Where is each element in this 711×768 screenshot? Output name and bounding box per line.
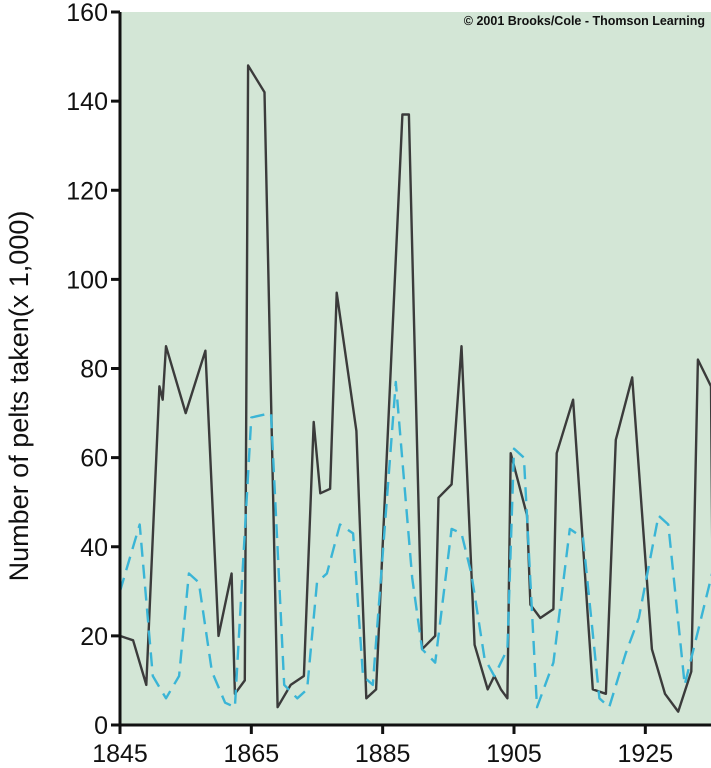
y-tick-label: 40 xyxy=(80,534,108,562)
series-layer xyxy=(118,64,711,713)
y-tick-label: 140 xyxy=(66,88,108,116)
tick-layer: 0 20 40 60 80 100 120 140 160 1845 1865 1885 1905 192… xyxy=(66,0,673,768)
x-tick-label: 1925 xyxy=(618,740,674,768)
solid-series-line xyxy=(119,64,711,713)
y-tick-label: 100 xyxy=(66,266,108,294)
x-tick-label: 1905 xyxy=(486,740,542,768)
dashed-series-line xyxy=(118,380,711,709)
y-axis-title: Number of pelts taken(x 1,000) xyxy=(4,211,34,582)
x-tick-label: 1845 xyxy=(92,740,148,768)
y-tick-label: 0 xyxy=(94,712,108,740)
y-tick-label: 80 xyxy=(80,356,108,384)
copyright-notice: © 2001 Brooks/Cole - Thomson Learning xyxy=(464,14,705,28)
x-tick-label: 1885 xyxy=(355,740,411,768)
y-tick-label: 60 xyxy=(80,445,108,473)
y-tick-label: 160 xyxy=(66,0,108,27)
y-tick-label: 120 xyxy=(66,177,108,205)
x-tick-label: 1865 xyxy=(224,740,280,768)
y-tick-label: 20 xyxy=(80,623,108,651)
